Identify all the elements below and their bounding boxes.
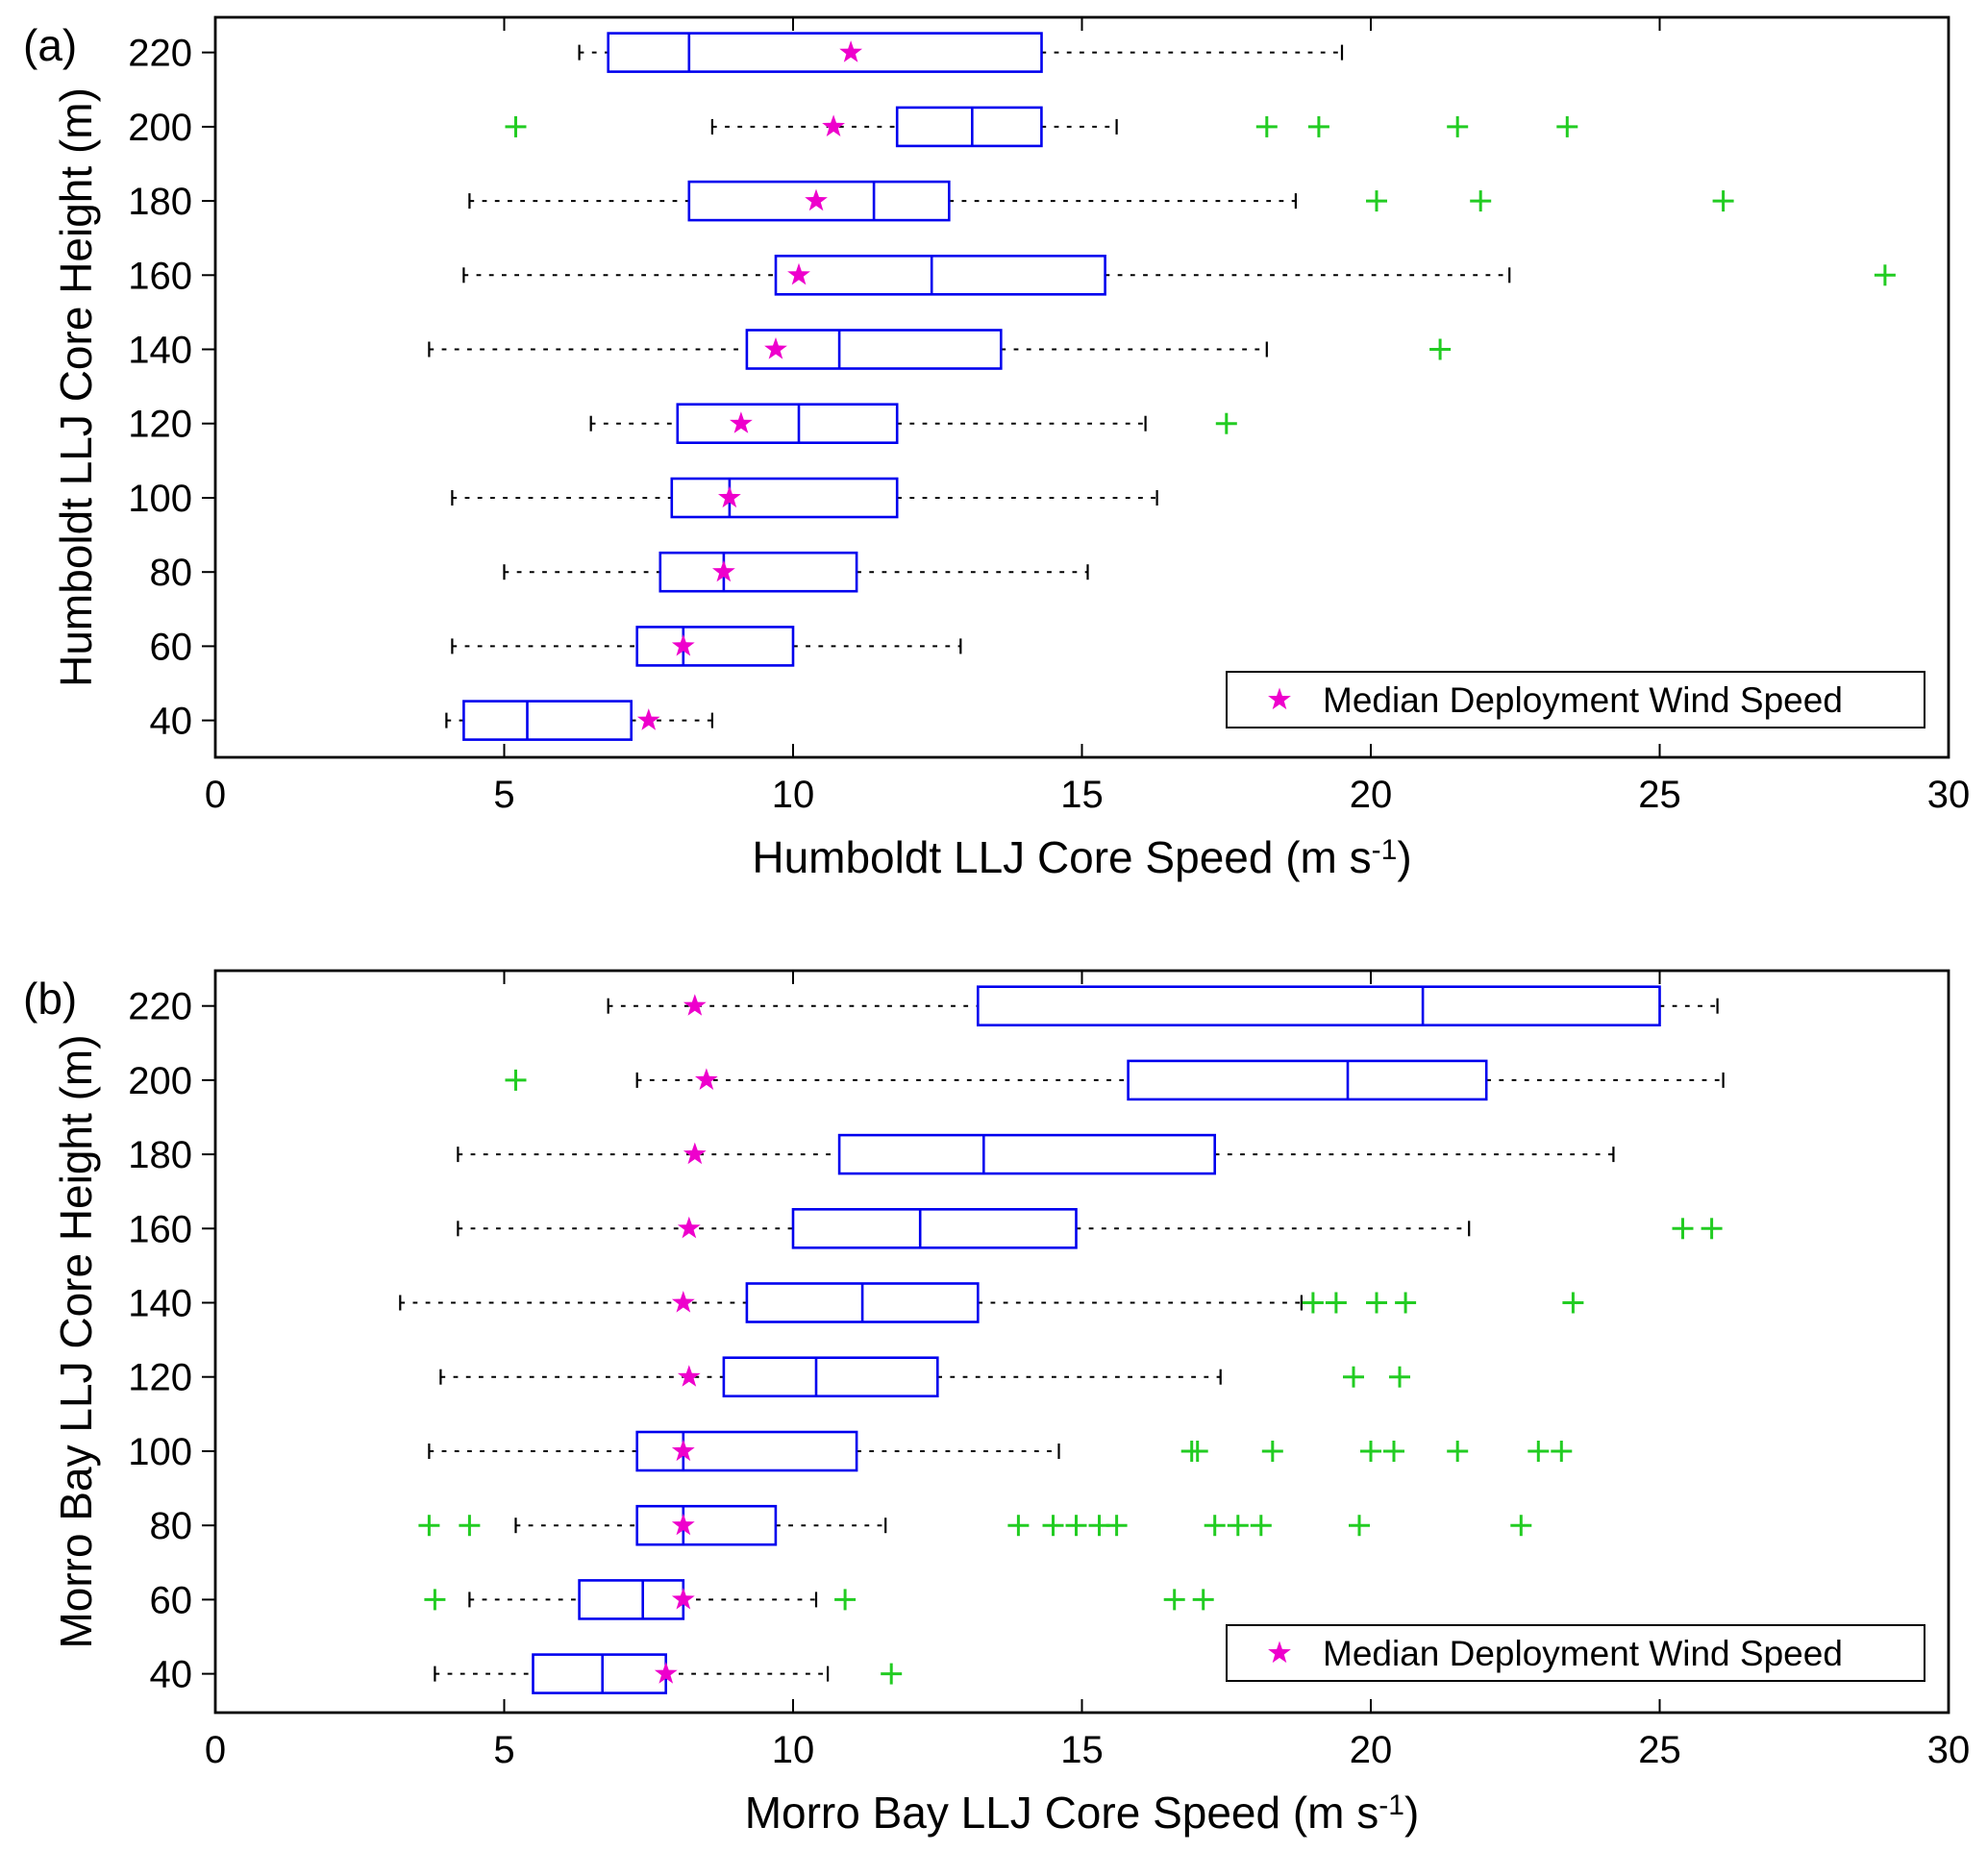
svg-text:Median Deployment Wind Speed: Median Deployment Wind Speed (1323, 1634, 1843, 1673)
svg-text:200: 200 (128, 107, 192, 149)
svg-text:40: 40 (150, 1654, 193, 1696)
svg-text:100: 100 (128, 478, 192, 520)
svg-text:0: 0 (205, 1729, 226, 1771)
svg-text:10: 10 (772, 1729, 815, 1771)
svg-text:140: 140 (128, 1283, 192, 1325)
svg-text:120: 120 (128, 1357, 192, 1399)
svg-text:100: 100 (128, 1431, 192, 1473)
svg-text:30: 30 (1927, 774, 1971, 816)
svg-text:220: 220 (128, 33, 192, 75)
svg-text:20: 20 (1350, 1729, 1393, 1771)
svg-text:180: 180 (128, 1134, 192, 1176)
svg-text:15: 15 (1060, 1729, 1104, 1771)
svg-text:40: 40 (150, 701, 193, 743)
svg-text:60: 60 (150, 1579, 193, 1621)
svg-text:10: 10 (772, 774, 815, 816)
svg-text:5: 5 (493, 1729, 514, 1771)
svg-text:15: 15 (1060, 774, 1104, 816)
svg-text:80: 80 (150, 552, 193, 594)
svg-text:(b): (b) (23, 974, 77, 1024)
svg-text:80: 80 (150, 1505, 193, 1547)
svg-text:Median Deployment Wind Speed: Median Deployment Wind Speed (1323, 680, 1843, 720)
svg-text:5: 5 (493, 774, 514, 816)
svg-text:0: 0 (205, 774, 226, 816)
svg-text:Morro Bay LLJ Core Height (m): Morro Bay LLJ Core Height (m) (51, 1034, 101, 1648)
svg-text:120: 120 (128, 404, 192, 446)
svg-text:200: 200 (128, 1060, 192, 1102)
svg-text:25: 25 (1638, 774, 1681, 816)
svg-text:160: 160 (128, 1208, 192, 1250)
svg-text:60: 60 (150, 626, 193, 668)
svg-text:(a): (a) (23, 20, 77, 70)
svg-text:20: 20 (1350, 774, 1393, 816)
svg-text:Humboldt LLJ Core Height (m): Humboldt LLJ Core Height (m) (51, 87, 101, 687)
svg-text:180: 180 (128, 181, 192, 223)
svg-text:220: 220 (128, 986, 192, 1028)
svg-text:160: 160 (128, 255, 192, 297)
svg-text:30: 30 (1927, 1729, 1971, 1771)
svg-text:Humboldt LLJ Core Speed (m s-1: Humboldt LLJ Core Speed (m s-1) (752, 832, 1411, 882)
svg-text:Morro Bay LLJ Core Speed (m s-: Morro Bay LLJ Core Speed (m s-1) (745, 1788, 1420, 1838)
svg-text:25: 25 (1638, 1729, 1681, 1771)
svg-text:140: 140 (128, 330, 192, 372)
